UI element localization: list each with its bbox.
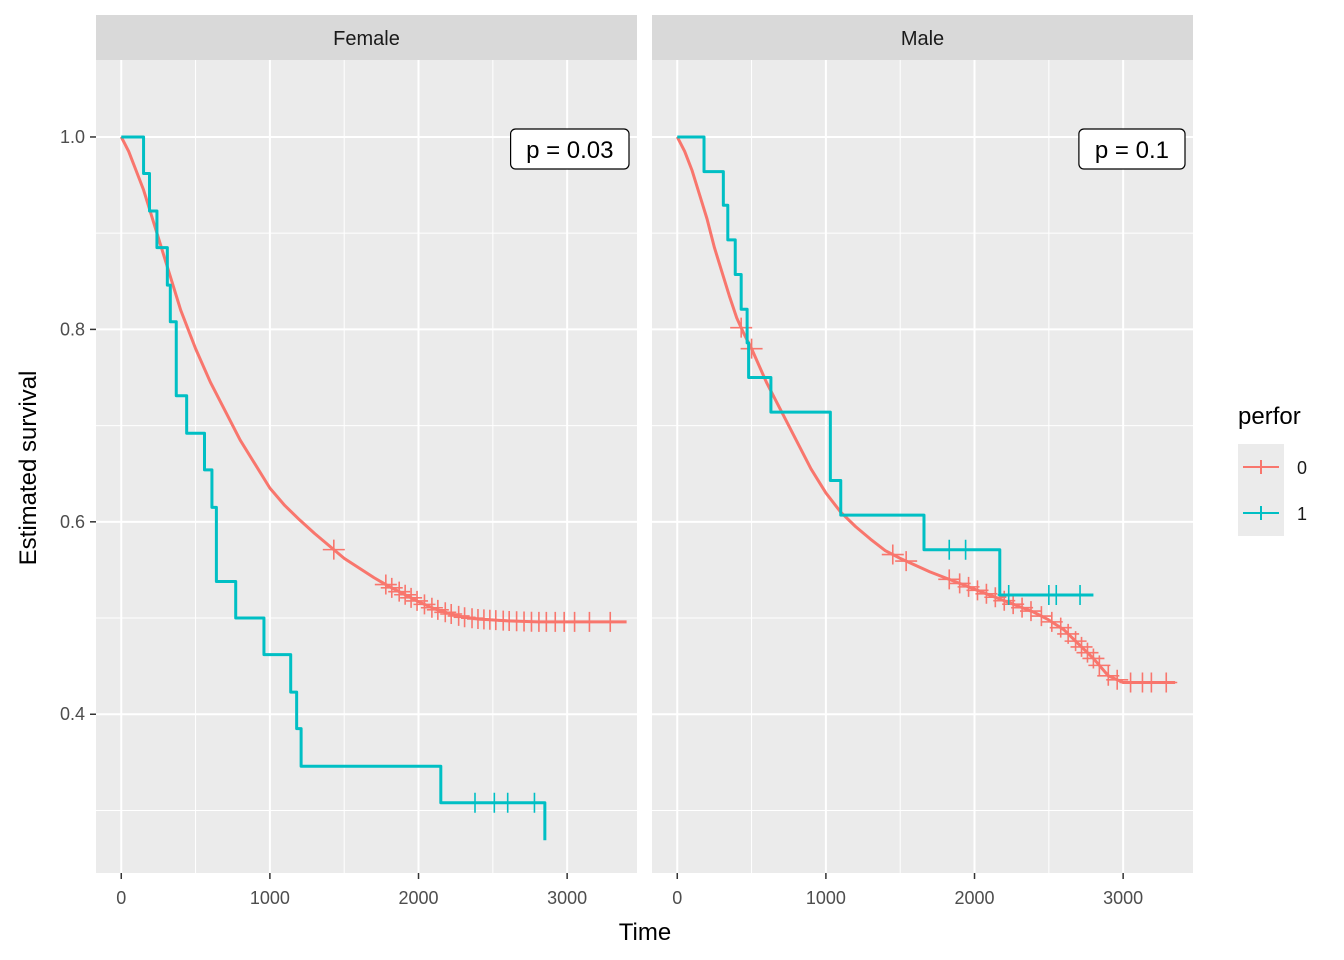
panel-background-female xyxy=(96,60,637,873)
censor-mark-0 xyxy=(1155,672,1178,693)
p-value-box-female xyxy=(510,128,630,170)
x-tick-label: 1000 xyxy=(806,888,846,908)
censor-mark-0 xyxy=(740,338,763,359)
censor-mark-0 xyxy=(447,605,470,626)
censor-mark-0 xyxy=(1030,606,1053,627)
facet-strip-label-male: Male xyxy=(901,28,944,50)
censor-mark-0 xyxy=(1088,655,1111,676)
censor-mark-0 xyxy=(895,551,918,572)
facet-strip-male xyxy=(652,15,1193,60)
legend-label-1: 1 xyxy=(1297,504,1307,524)
censor-mark-0 xyxy=(578,611,601,632)
censor-mark-0 xyxy=(1097,665,1120,686)
censor-mark-0 xyxy=(1020,601,1042,622)
censor-mark-0 xyxy=(975,583,998,604)
survival-curve-female-1 xyxy=(121,135,547,841)
censor-mark-0 xyxy=(948,573,971,594)
censor-mark-0 xyxy=(1064,631,1087,652)
x-tick-label: 3000 xyxy=(547,888,587,908)
x-tick-label: 0 xyxy=(116,888,126,908)
p-value-label-male: p = 0.1 xyxy=(1095,137,1169,164)
censor-mark-1 xyxy=(1045,584,1068,605)
x-tick-label: 2000 xyxy=(398,888,438,908)
legend-title: perfor xyxy=(1238,403,1301,430)
x-tick-label: 3000 xyxy=(1103,888,1143,908)
censor-mark-0 xyxy=(394,584,417,605)
y-tick-label: 1.0 xyxy=(60,127,85,147)
censor-mark-0 xyxy=(881,544,904,565)
censor-mark-1 xyxy=(496,792,519,813)
y-tick-label: 0.4 xyxy=(60,704,85,724)
x-tick-label: 2000 xyxy=(954,888,994,908)
censor-mark-1 xyxy=(523,792,546,813)
x-tick-label: 1000 xyxy=(250,888,290,908)
y-tick-label: 0.6 xyxy=(60,512,85,532)
censor-mark-0 xyxy=(1040,611,1063,632)
legend: perfor 0 1 xyxy=(1238,403,1307,536)
p-value-box-male xyxy=(1078,128,1186,170)
facet-male: Male 0 1000 2000 3000 p = 0.1 xyxy=(652,15,1193,908)
facet-strip-label-female: Female xyxy=(333,28,400,50)
censor-mark-1 xyxy=(1069,584,1092,605)
censor-mark-0 xyxy=(322,539,345,560)
y-tick-label: 0.8 xyxy=(60,319,85,339)
censor-mark-0 xyxy=(938,569,961,590)
censor-mark-0 xyxy=(388,581,411,602)
censor-mark-0 xyxy=(984,587,1007,608)
legend-label-0: 0 xyxy=(1297,458,1307,478)
censor-mark-0 xyxy=(599,611,622,632)
censor-mark-0 xyxy=(1076,642,1099,663)
censor-mark-0 xyxy=(434,602,457,623)
x-axis-title: Time xyxy=(619,919,671,946)
survival-curve-male-0 xyxy=(675,136,1176,684)
y-axis-title: Estimated survival xyxy=(15,371,42,566)
censor-mark-0 xyxy=(966,580,989,601)
survival-curve-male-1 xyxy=(677,135,1094,597)
censor-mark-0 xyxy=(1106,669,1129,690)
panel-background-male xyxy=(652,60,1193,873)
facet-female: Female 0 1000 2000 3000 0.4 0.6 0.8 1.0 p = 0.03 xyxy=(60,15,637,908)
censor-mark-0 xyxy=(1070,636,1093,657)
censor-mark-0 xyxy=(374,574,397,595)
censor-mark-1 xyxy=(997,584,1020,605)
censor-mark-1 xyxy=(954,539,977,560)
censor-mark-0 xyxy=(400,587,423,608)
censor-mark-0 xyxy=(1011,597,1034,618)
censor-mark-0 xyxy=(420,597,443,618)
facet-strip-female xyxy=(96,15,637,60)
censor-mark-0 xyxy=(957,576,980,597)
censor-mark-1 xyxy=(463,792,486,813)
x-tick-label: 0 xyxy=(672,888,682,908)
p-value-label-female: p = 0.03 xyxy=(526,137,613,164)
censor-mark-0 xyxy=(1002,594,1025,615)
